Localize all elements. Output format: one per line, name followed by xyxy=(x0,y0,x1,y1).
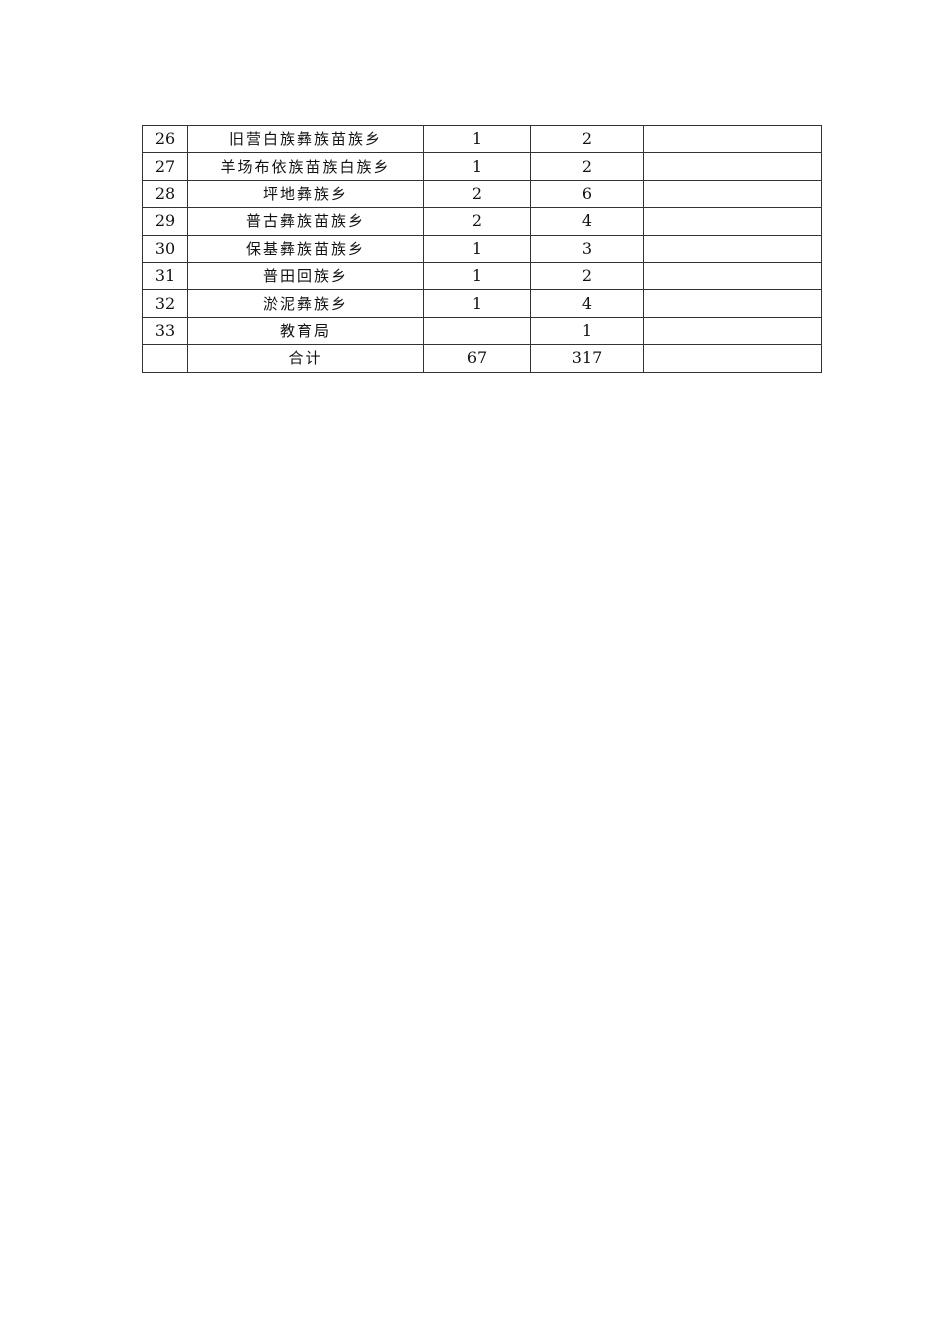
cell-a: 2 xyxy=(423,179,531,209)
cell-a xyxy=(423,316,531,346)
table-row: 26 旧营白族彝族苗族乡 1 2 xyxy=(142,124,822,154)
table-row: 29 普古彝族苗族乡 2 4 xyxy=(142,207,822,236)
cell-b: 1 xyxy=(530,316,644,346)
cell-c xyxy=(643,289,822,318)
cell-c xyxy=(643,316,822,346)
cell-no: 32 xyxy=(142,289,188,318)
cell-a: 1 xyxy=(423,234,531,263)
cell-name: 合计 xyxy=(187,344,424,373)
cell-name: 坪地彝族乡 xyxy=(187,179,424,209)
cell-no: 27 xyxy=(142,152,188,181)
cell-a: 67 xyxy=(423,344,531,373)
table-row: 28 坪地彝族乡 2 6 xyxy=(142,179,822,209)
cell-b: 2 xyxy=(530,152,644,181)
cell-no xyxy=(142,344,188,373)
cell-b: 4 xyxy=(530,289,644,318)
cell-a: 1 xyxy=(423,124,531,154)
table-row: 30 保基彝族苗族乡 1 3 xyxy=(142,234,822,263)
cell-b: 2 xyxy=(530,261,644,291)
cell-name: 普田回族乡 xyxy=(187,261,424,291)
cell-b: 4 xyxy=(530,207,644,236)
data-table: 26 旧营白族彝族苗族乡 1 2 27 羊场布依族苗族白族乡 1 2 28 坪地彝族乡 2 6 29 普古… xyxy=(142,124,822,373)
cell-no: 29 xyxy=(142,207,188,236)
cell-a: 2 xyxy=(423,207,531,236)
table-row: 27 羊场布依族苗族白族乡 1 2 xyxy=(142,152,822,181)
cell-c xyxy=(643,207,822,236)
cell-no: 33 xyxy=(142,316,188,346)
cell-c xyxy=(643,124,822,154)
cell-b: 317 xyxy=(530,344,644,373)
cell-name: 羊场布依族苗族白族乡 xyxy=(187,152,424,181)
table-row: 32 淤泥彝族乡 1 4 xyxy=(142,289,822,318)
cell-name: 旧营白族彝族苗族乡 xyxy=(187,124,424,154)
cell-b: 2 xyxy=(530,124,644,154)
cell-name: 保基彝族苗族乡 xyxy=(187,234,424,263)
cell-a: 1 xyxy=(423,289,531,318)
cell-no: 28 xyxy=(142,179,188,209)
cell-no: 31 xyxy=(142,261,188,291)
cell-name: 淤泥彝族乡 xyxy=(187,289,424,318)
cell-b: 3 xyxy=(530,234,644,263)
cell-name: 普古彝族苗族乡 xyxy=(187,207,424,236)
cell-c xyxy=(643,179,822,209)
cell-name: 教育局 xyxy=(187,316,424,346)
table-row: 31 普田回族乡 1 2 xyxy=(142,261,822,291)
cell-a: 1 xyxy=(423,152,531,181)
cell-c xyxy=(643,261,822,291)
table-row: 33 教育局 1 xyxy=(142,316,822,346)
cell-c xyxy=(643,152,822,181)
cell-c xyxy=(643,234,822,263)
cell-c xyxy=(643,344,822,373)
cell-no: 30 xyxy=(142,234,188,263)
cell-a: 1 xyxy=(423,261,531,291)
cell-b: 6 xyxy=(530,179,644,209)
cell-no: 26 xyxy=(142,124,188,154)
total-row: 合计 67 317 xyxy=(142,344,822,373)
